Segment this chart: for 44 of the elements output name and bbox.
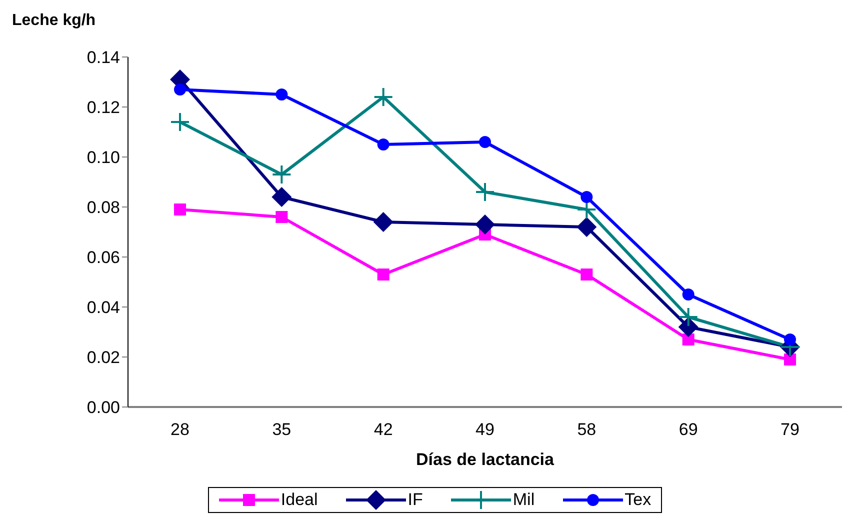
y-tick-label: 0.12 <box>86 98 120 118</box>
x-tick-label: 69 <box>678 420 698 440</box>
x-tick-label: 49 <box>476 420 494 440</box>
point <box>678 307 698 327</box>
legend-label: IF <box>408 490 423 510</box>
point <box>682 288 694 300</box>
y-tick-label: 0.04 <box>86 298 120 318</box>
y-tick-label: 0.08 <box>86 198 120 218</box>
y-tick-label: 0.14 <box>86 48 120 68</box>
x-tick-label: 28 <box>170 420 190 440</box>
y-tick-label: 0.06 <box>86 248 120 268</box>
point <box>479 136 491 148</box>
x-tick-label: 35 <box>272 420 292 440</box>
x-tick-label: 42 <box>374 420 393 440</box>
point <box>276 88 288 100</box>
y-tick-label: 0.10 <box>86 148 120 168</box>
point <box>377 138 390 150</box>
x-tick-label: 79 <box>780 420 800 440</box>
point <box>682 334 694 346</box>
y-tick-label: 0.02 <box>86 348 120 368</box>
legend-label: Mil <box>512 490 535 510</box>
point <box>784 334 796 346</box>
y-tick-label: 0.00 <box>86 398 120 418</box>
point <box>475 182 495 202</box>
point <box>276 211 288 223</box>
legend-label: Ideal <box>280 490 318 510</box>
point <box>576 217 597 237</box>
point <box>174 204 186 216</box>
point <box>272 187 292 207</box>
point <box>373 87 394 107</box>
point <box>784 354 796 366</box>
point <box>580 268 593 280</box>
point <box>580 191 593 203</box>
point <box>377 268 390 280</box>
x-tick-label: 58 <box>577 420 596 440</box>
legend-label: Tex <box>624 490 652 510</box>
point <box>174 84 186 96</box>
point <box>170 112 190 132</box>
point <box>373 212 394 232</box>
point <box>475 214 495 234</box>
point <box>272 164 292 184</box>
x-axis-title: Días de lactancia <box>416 450 555 469</box>
point <box>678 317 698 337</box>
y-axis-title: Leche kg/h <box>12 12 96 30</box>
